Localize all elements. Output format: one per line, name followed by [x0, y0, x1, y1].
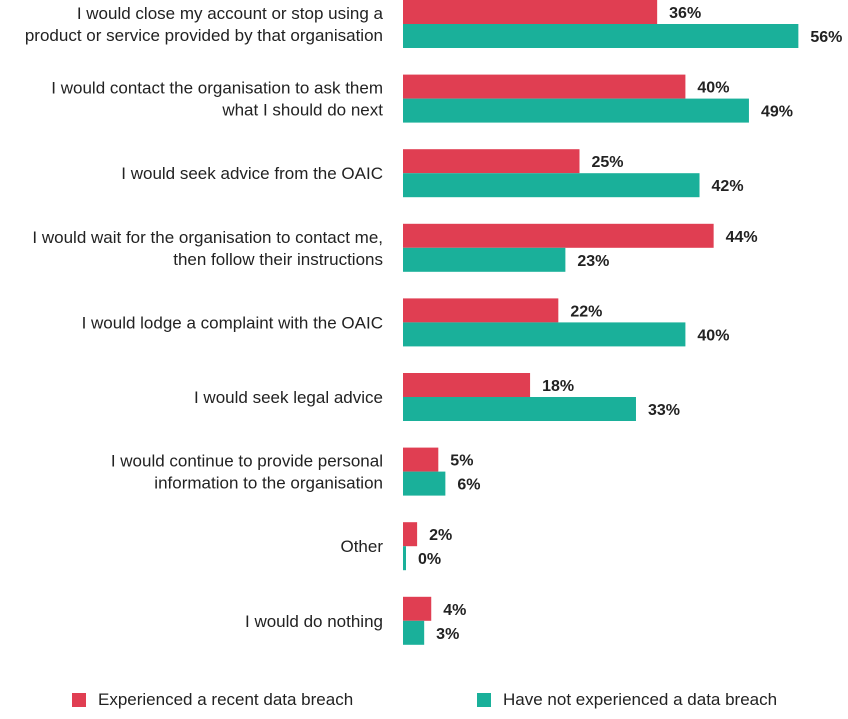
bar-breached [403, 149, 580, 174]
category-label-line: information to the organisation [154, 474, 383, 493]
category-label-line: I would close my account or stop using a [77, 4, 384, 23]
bar-breached [403, 447, 439, 472]
category-label-line: product or service provided by that orga… [25, 26, 383, 45]
category-label: I would seek legal advice [194, 388, 383, 407]
bar-not-breached [403, 397, 636, 421]
bar-not-breached [403, 24, 799, 48]
category-label-line: Other [340, 537, 383, 556]
value-label-not-breached: 49% [761, 104, 793, 121]
value-label-not-breached: 42% [712, 178, 744, 195]
value-label-not-breached: 40% [697, 327, 729, 344]
category-label: I would continue to provide personal info… [111, 452, 383, 493]
category-label: I would contact the organisation to ask … [51, 79, 383, 120]
value-label-breached: 4% [443, 602, 466, 619]
bar-not-breached [403, 173, 700, 198]
category-label-line: I would lodge a complaint with the OAIC [82, 313, 383, 332]
category-label: I would close my account or stop using a… [25, 4, 384, 45]
value-labels: 36% 56% 40% 49% 25% 42% 44% 23% 22% 40% 18% 33% 5% 6%… [418, 5, 842, 643]
bar-breached [403, 74, 686, 99]
category-label-line: then follow their instructions [173, 250, 383, 269]
value-label-not-breached: 23% [577, 253, 609, 270]
legend-swatch-not-breached [477, 693, 491, 707]
value-label-not-breached: 56% [810, 29, 842, 46]
bar-breached [403, 223, 714, 248]
category-label: I would seek advice from the OAIC [121, 164, 383, 183]
value-label-breached: 25% [592, 154, 624, 171]
legend-swatch-breached [72, 693, 86, 707]
bar-not-breached [403, 98, 749, 123]
value-label-not-breached: 6% [457, 477, 480, 494]
category-label-line: I would do nothing [245, 612, 383, 631]
value-label-breached: 44% [726, 229, 758, 246]
category-label-line: I would wait for the organisation to con… [32, 228, 383, 247]
bar-not-breached [403, 247, 566, 272]
bar-breached [403, 522, 418, 547]
value-label-breached: 5% [450, 453, 473, 470]
category-label: I would do nothing [245, 612, 383, 631]
value-label-not-breached: 33% [648, 402, 680, 419]
category-label-line: I would seek advice from the OAIC [121, 164, 383, 183]
bar-breached [403, 596, 432, 621]
category-label-line: I would continue to provide personal [111, 452, 383, 471]
value-label-not-breached: 3% [436, 626, 459, 643]
category-label-line: what I should do next [221, 101, 383, 120]
bar-not-breached [403, 620, 425, 645]
category-label: Other [340, 537, 383, 556]
category-label-line: I would seek legal advice [194, 388, 383, 407]
value-label-breached: 40% [697, 80, 729, 97]
bar-breached [403, 373, 531, 397]
bar-breached [403, 298, 559, 323]
category-labels: I would close my account or stop using a… [25, 4, 384, 631]
legend-item-not-breached: Have not experienced a data breach [477, 690, 777, 710]
legend: Experienced a recent data breach Have no… [0, 690, 848, 716]
category-label-line: I would contact the organisation to ask … [51, 79, 383, 98]
bar-breached [403, 0, 658, 24]
bar-not-breached [403, 546, 406, 571]
legend-label-not-breached: Have not experienced a data breach [503, 690, 778, 709]
value-label-breached: 18% [542, 378, 574, 395]
category-label: I would wait for the organisation to con… [32, 228, 383, 269]
value-label-breached: 36% [669, 5, 701, 22]
bar-not-breached [403, 322, 686, 347]
bar-not-breached [403, 471, 446, 496]
value-label-not-breached: 0% [418, 551, 441, 568]
legend-item-breached: Experienced a recent data breach [72, 690, 353, 710]
category-label: I would lodge a complaint with the OAIC [82, 313, 383, 332]
value-label-breached: 2% [429, 527, 452, 544]
value-label-breached: 22% [570, 303, 602, 320]
legend-label-breached: Experienced a recent data breach [98, 690, 354, 709]
bars [403, 0, 799, 645]
